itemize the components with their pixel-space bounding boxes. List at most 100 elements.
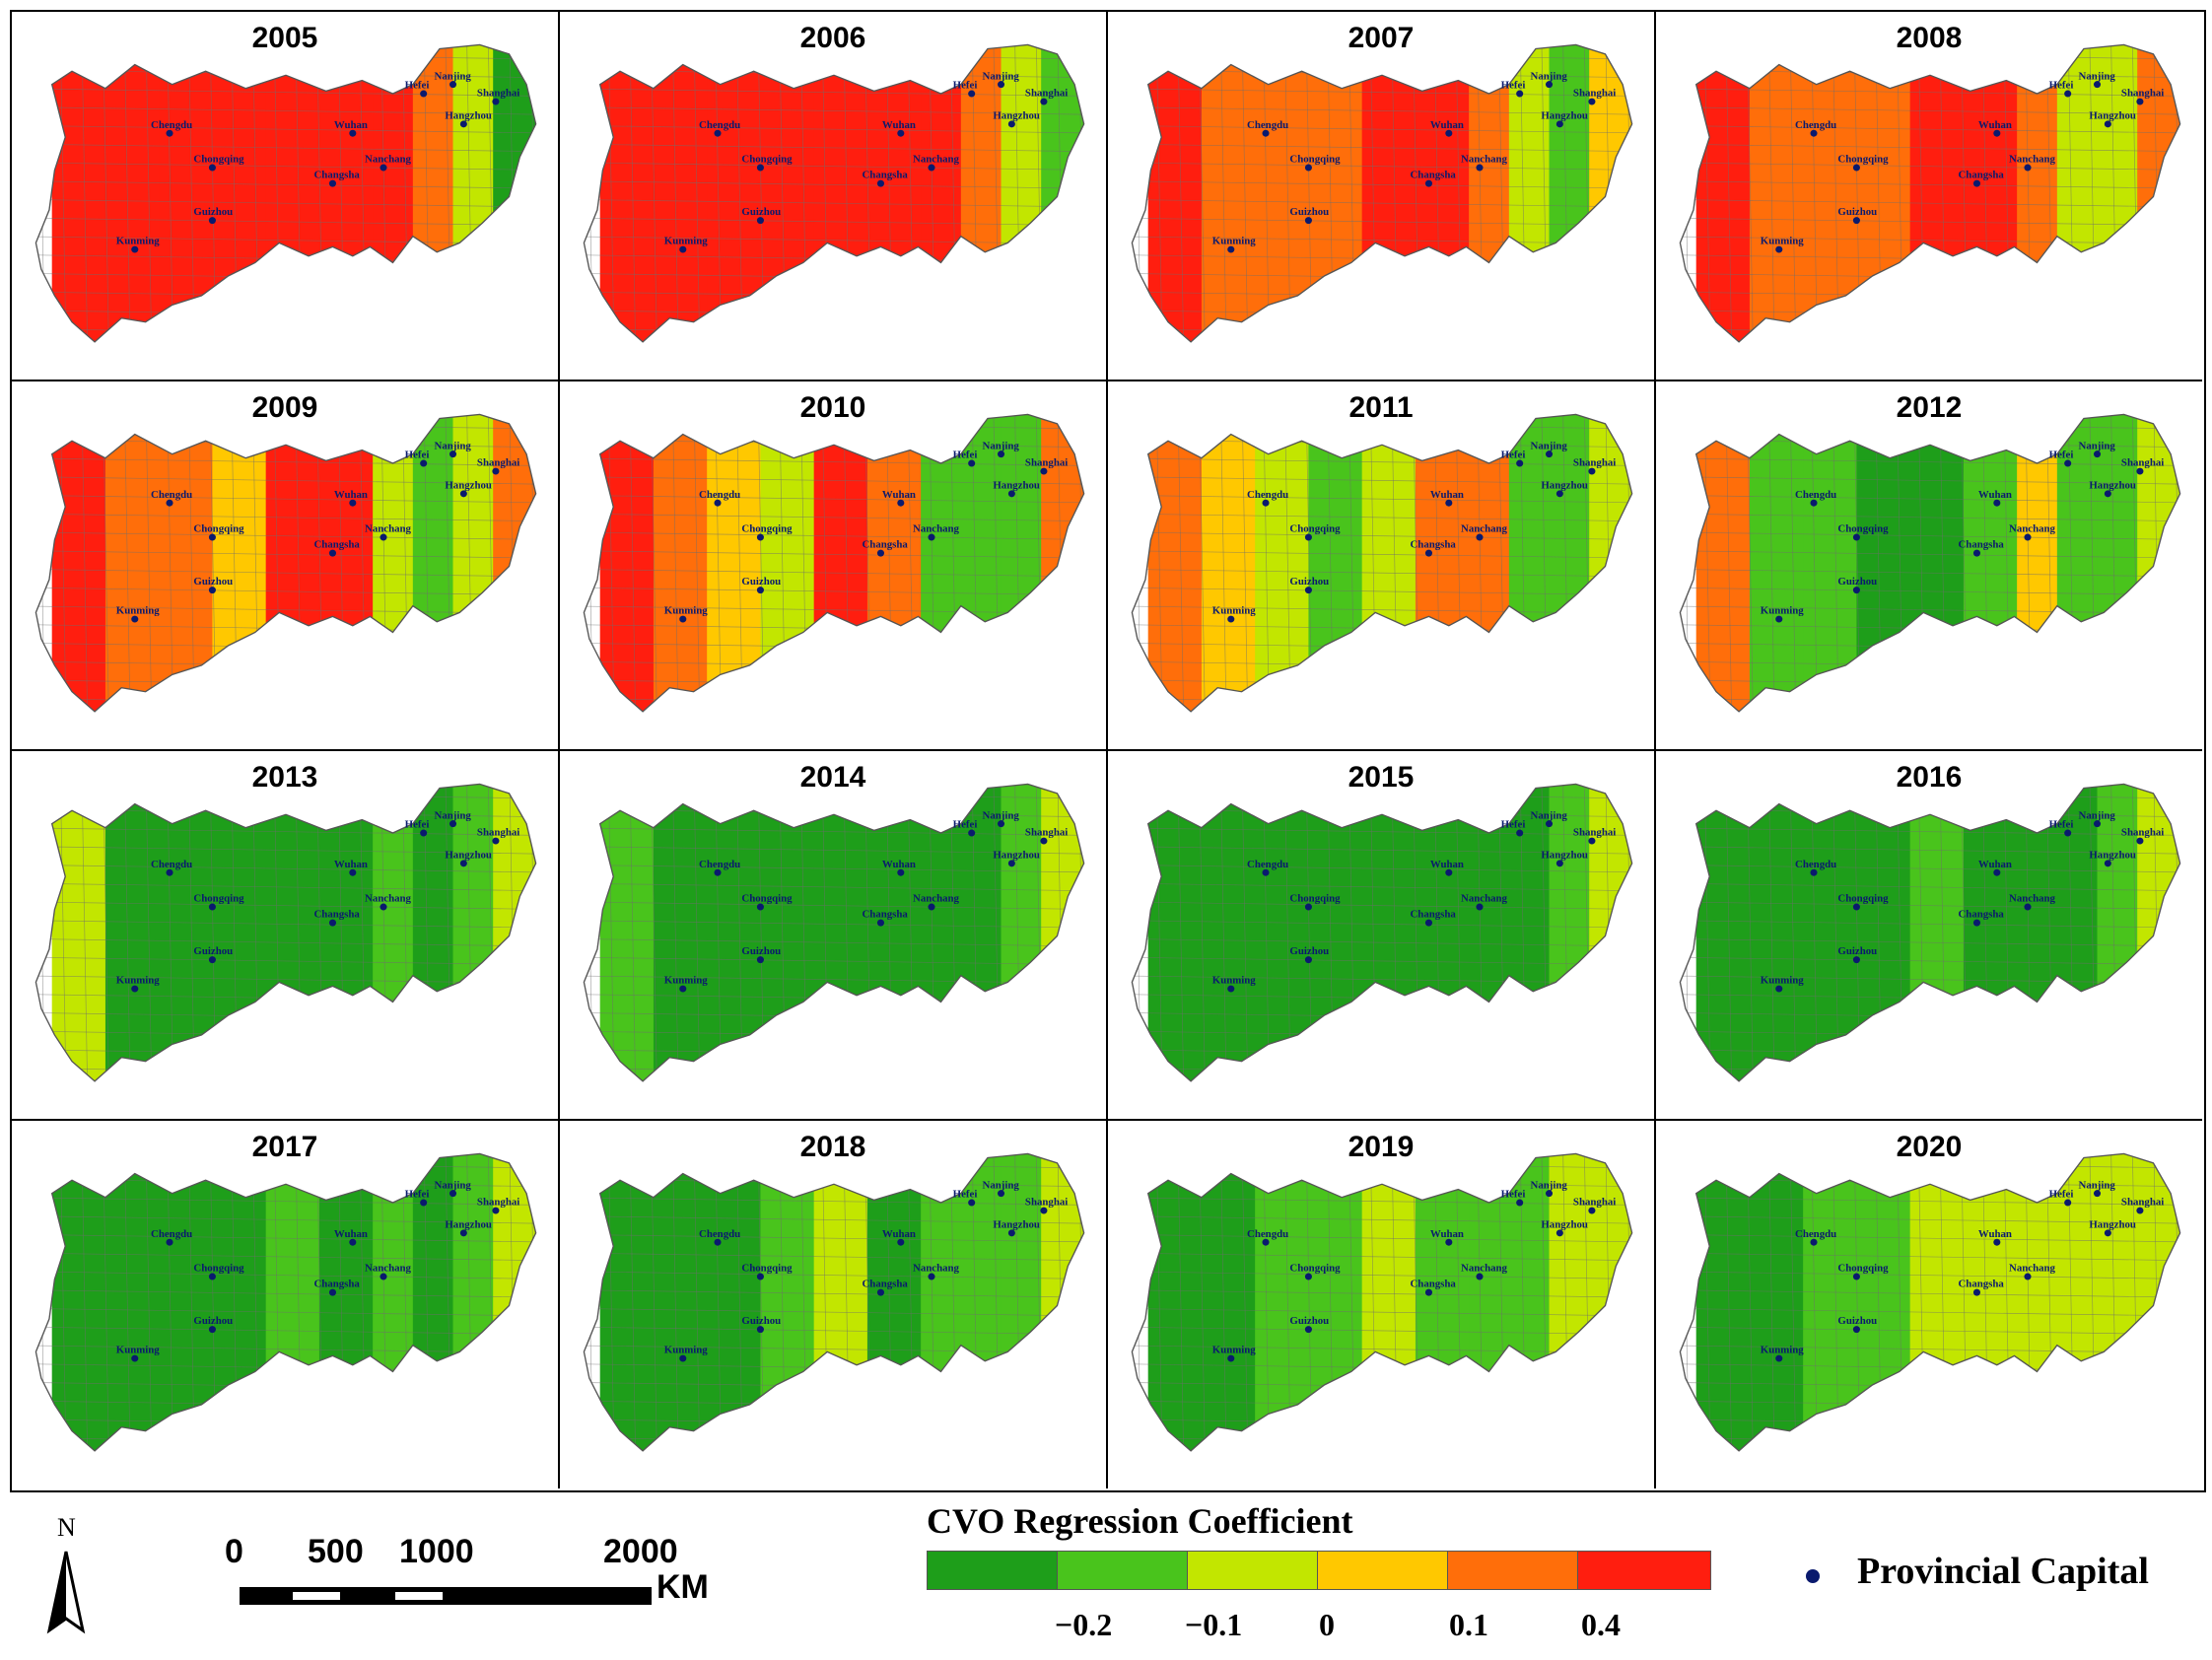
- capital-dot: [208, 587, 216, 594]
- city-label: Chengdu: [699, 1228, 740, 1240]
- city-label: Guizhou: [741, 945, 781, 957]
- region-band: [1749, 784, 1805, 1081]
- city-label: Kunming: [116, 605, 161, 617]
- city-label: Hefei: [405, 80, 430, 92]
- region-band: [1308, 784, 1364, 1081]
- region-band: [2017, 44, 2059, 342]
- year-title: 2015: [1348, 761, 1415, 794]
- year-title: 2011: [1348, 391, 1414, 424]
- capital-dot: [1476, 164, 1484, 172]
- map-panel-2017: Chengdu Chongqing Guizhou Kunming Wuhan Chang…: [12, 1121, 560, 1488]
- capital-dot: [449, 81, 457, 89]
- region-band: [1749, 1153, 1805, 1451]
- region-band: [1201, 414, 1257, 712]
- city-label: Shanghai: [2121, 827, 2164, 839]
- city-label: Chongqing: [193, 154, 244, 166]
- city-label: Chongqing: [741, 523, 793, 535]
- scale-label-1000: 1000: [399, 1533, 474, 1570]
- city-label: Changsha: [862, 170, 908, 181]
- capital-dot: [2136, 1207, 2144, 1214]
- city-label: Hefei: [953, 1189, 978, 1201]
- region-band: [265, 44, 321, 342]
- city-label: Shanghai: [477, 1197, 519, 1209]
- capital-dot: [1852, 587, 1860, 594]
- capital-dot: [1304, 587, 1312, 594]
- capital-dot: [1555, 1229, 1563, 1237]
- capital-dot: [714, 499, 722, 507]
- capital-dot: [208, 1273, 216, 1280]
- capital-dot: [1993, 868, 2001, 876]
- city-label: Chengdu: [1795, 119, 1836, 131]
- capital-dot: [1852, 956, 1860, 964]
- capital-dot: [756, 587, 764, 594]
- city-label: Wuhan: [1978, 489, 2012, 501]
- city-label: Hefei: [405, 1189, 430, 1201]
- capital-dot: [1445, 499, 1453, 507]
- region-band: [707, 414, 762, 712]
- capital-dot: [1810, 499, 1818, 507]
- capital-dot: [679, 985, 687, 993]
- city-label: Chengdu: [699, 489, 740, 501]
- city-label: Wuhan: [334, 119, 368, 131]
- region-band: [159, 44, 214, 342]
- city-label: Changsha: [313, 539, 360, 551]
- city-label: Hefei: [953, 819, 978, 831]
- capital-dot: [1852, 164, 1860, 172]
- city-label: Shanghai: [2121, 88, 2164, 100]
- city-label: Nanchang: [1461, 893, 1508, 905]
- city-label: Hefei: [953, 450, 978, 461]
- capital-dot: [459, 860, 467, 867]
- region-band: [104, 784, 161, 1081]
- map-2012: Chengdu Chongqing Guizhou Kunming Wuhan Chang…: [1679, 413, 2181, 713]
- capital-dot: [1424, 549, 1432, 557]
- capital-dot: [1775, 615, 1783, 623]
- capital-dot: [492, 1207, 500, 1214]
- capital-dot: [1555, 490, 1563, 498]
- capital-dot: [679, 245, 687, 253]
- scale-label-0: 0: [225, 1533, 243, 1570]
- region-band: [1963, 44, 2019, 342]
- city-label: Hefei: [2049, 1189, 2074, 1201]
- capital-dot: [2024, 903, 2032, 911]
- city-label: Wuhan: [1430, 489, 1464, 501]
- region-band: [1963, 1153, 2019, 1451]
- region-band: [212, 414, 268, 712]
- region-band: [1803, 1153, 1858, 1451]
- city-label: Hefei: [405, 819, 430, 831]
- capital-dot: [928, 533, 935, 541]
- legend-swatch-2: [1057, 1551, 1188, 1590]
- capital-dot: [968, 829, 976, 837]
- region-band: [373, 1153, 415, 1451]
- capital-dot: [1972, 919, 1980, 927]
- city-label: Changsha: [1958, 909, 2004, 921]
- city-label: Hangzhou: [2089, 1219, 2136, 1231]
- capital-dot: [380, 533, 387, 541]
- map-panel-2006: Chengdu Chongqing Guizhou Kunming Wuhan Chang…: [560, 12, 1108, 381]
- capital-dot: [2136, 467, 2144, 475]
- region-band: [452, 784, 495, 1081]
- year-title: 2008: [1896, 22, 1963, 54]
- city-label: Nanjing: [435, 440, 472, 451]
- capital-dot: [1588, 98, 1596, 105]
- capital-dot: [1476, 533, 1484, 541]
- city-label: Chongqing: [1837, 893, 1889, 905]
- city-label: Chengdu: [699, 859, 740, 870]
- city-label: Chengdu: [1247, 119, 1288, 131]
- legend-swatch-1: [927, 1551, 1058, 1590]
- legend-swatch-5: [1447, 1551, 1578, 1590]
- city-label: Shanghai: [477, 827, 519, 839]
- capital-dot: [131, 985, 139, 993]
- region-band: [1147, 44, 1204, 342]
- region-band: [1415, 784, 1471, 1081]
- region-band: [1361, 784, 1417, 1081]
- region-band: [373, 784, 415, 1081]
- map-2015: Chengdu Chongqing Guizhou Kunming Wuhan Chang…: [1131, 783, 1633, 1082]
- city-label: Nanjing: [983, 440, 1020, 451]
- city-label: Kunming: [1761, 605, 1805, 617]
- region-band: [1856, 44, 1912, 342]
- city-label: Changsha: [1958, 1279, 2004, 1290]
- capital-dot: [897, 1238, 905, 1246]
- map-panel-2008: Chengdu Chongqing Guizhou Kunming Wuhan Chang…: [1656, 12, 2202, 381]
- capital-dot: [449, 450, 457, 458]
- region-band: [1469, 1153, 1511, 1451]
